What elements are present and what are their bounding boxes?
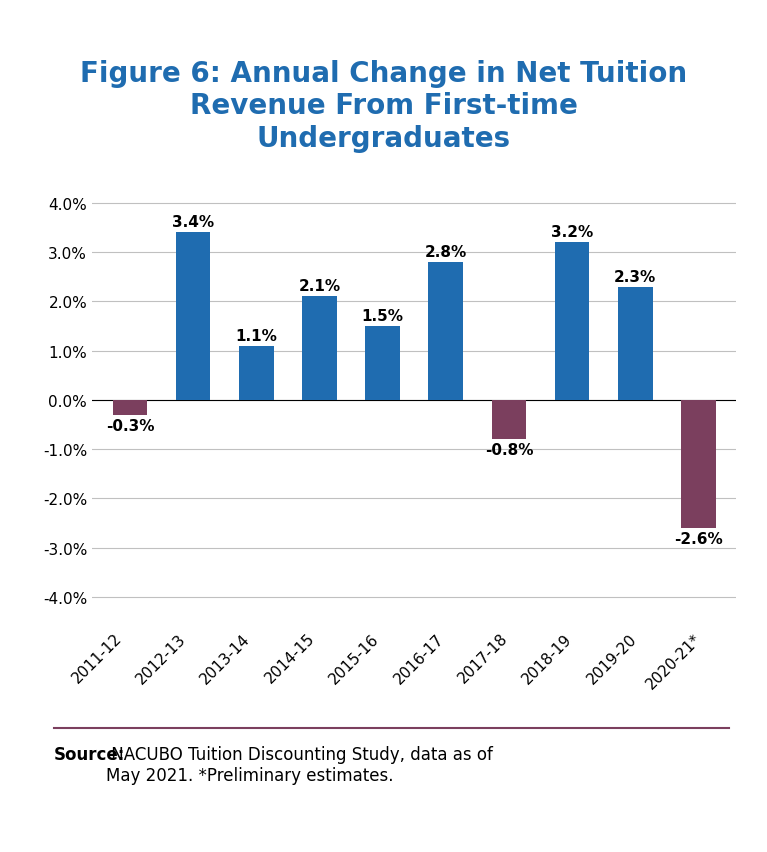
Text: -2.6%: -2.6%: [674, 532, 723, 546]
Text: 2.3%: 2.3%: [614, 269, 657, 285]
Text: 2012-13: 2012-13: [133, 630, 189, 686]
Text: 2019-20: 2019-20: [584, 630, 640, 686]
Bar: [555, 243, 590, 400]
Text: 2015-16: 2015-16: [327, 630, 382, 686]
Text: 2014-15: 2014-15: [262, 630, 318, 686]
Bar: [239, 346, 274, 400]
Bar: [429, 262, 463, 400]
Bar: [176, 233, 210, 400]
Text: 3.2%: 3.2%: [551, 225, 593, 240]
Text: Figure 6: Annual Change in Net Tuition
Revenue From First-time
Undergraduates: Figure 6: Annual Change in Net Tuition R…: [80, 60, 687, 153]
Text: 2018-19: 2018-19: [520, 630, 575, 686]
Text: 2.8%: 2.8%: [425, 245, 467, 260]
Text: 2020-21*: 2020-21*: [644, 630, 704, 691]
Bar: [618, 287, 653, 400]
Text: 2013-14: 2013-14: [198, 630, 253, 686]
Bar: [492, 400, 526, 440]
Text: -0.3%: -0.3%: [106, 418, 154, 433]
Text: 2017-18: 2017-18: [456, 630, 511, 686]
Text: 2016-17: 2016-17: [391, 630, 446, 686]
Text: Source:: Source:: [54, 746, 125, 763]
Text: 2011-12: 2011-12: [69, 630, 124, 686]
Text: -0.8%: -0.8%: [485, 443, 533, 458]
Bar: [302, 297, 337, 400]
Bar: [113, 400, 147, 415]
Text: 1.5%: 1.5%: [361, 308, 403, 324]
Bar: [681, 400, 716, 528]
Bar: [365, 326, 400, 400]
Text: 1.1%: 1.1%: [235, 328, 277, 343]
Text: NACUBO Tuition Discounting Study, data as of
May 2021. *Preliminary estimates.: NACUBO Tuition Discounting Study, data a…: [106, 746, 492, 784]
Text: 2.1%: 2.1%: [298, 279, 341, 294]
Text: 3.4%: 3.4%: [172, 216, 214, 230]
